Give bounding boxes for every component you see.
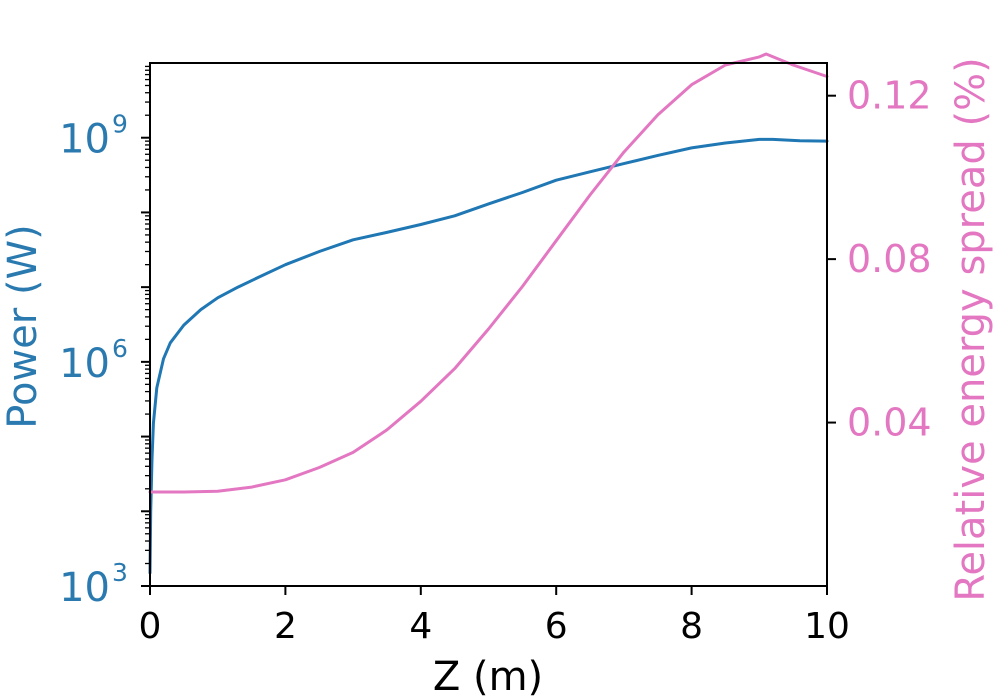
x-tick-label: 4 <box>409 606 432 647</box>
right-tick-label: 0.08 <box>847 237 932 281</box>
left-tick-exponent: 3 <box>112 558 128 587</box>
left-tick-exponent: 6 <box>112 334 128 363</box>
x-tick-label: 2 <box>274 606 297 647</box>
right-tick-label: 0.04 <box>847 401 932 445</box>
right-tick-label: 0.12 <box>847 74 932 118</box>
power-series-line <box>148 137 829 575</box>
plot-frame <box>149 62 828 587</box>
left-tick-exponent: 9 <box>112 110 128 139</box>
left-tick-label: 10 <box>59 341 110 387</box>
x-tick-label: 6 <box>545 606 568 647</box>
x-tick-label: 8 <box>680 606 703 647</box>
left-tick-label: 10 <box>59 565 110 611</box>
right-axis-label: Relative energy spread (%) <box>948 57 994 601</box>
energy-spread-series-line <box>148 52 829 494</box>
x-axis-label: Z (m) <box>433 654 543 698</box>
left-tick-label: 10 <box>59 117 110 163</box>
x-tick-label: 0 <box>139 606 162 647</box>
series-layer <box>148 52 829 575</box>
x-tick-label: 10 <box>804 606 850 647</box>
left-axis-label: Power (W) <box>0 224 46 428</box>
